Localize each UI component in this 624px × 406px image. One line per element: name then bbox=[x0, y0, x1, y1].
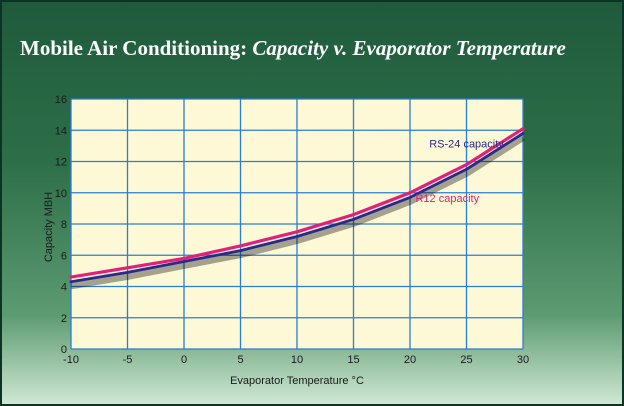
series-line-rs24 bbox=[69, 132, 525, 284]
series-shadow bbox=[70, 134, 525, 290]
x-tick-label: 0 bbox=[181, 354, 187, 366]
chart-title: Mobile Air Conditioning: Capacity v. Eva… bbox=[20, 36, 566, 61]
x-tick-label: 15 bbox=[347, 354, 359, 366]
series-lines bbox=[69, 127, 525, 290]
y-tick-label: 8 bbox=[61, 219, 67, 231]
y-tick-label: 14 bbox=[55, 125, 67, 137]
grid bbox=[70, 98, 524, 350]
x-axis-label: Evaporator Temperature °C bbox=[230, 375, 364, 387]
x-tick-label: 20 bbox=[404, 354, 416, 366]
series-labels: RS-24 capacity R12 capacity bbox=[415, 138, 504, 205]
x-tick-labels: -10 -5 0 5 10 15 20 25 30 bbox=[63, 354, 529, 366]
y-tick-label: 4 bbox=[61, 282, 67, 294]
chart-title-main: Mobile Air Conditioning: bbox=[20, 36, 248, 60]
series-label-r12: R12 capacity bbox=[415, 193, 479, 205]
x-tick-label: 10 bbox=[291, 354, 303, 366]
y-axis-label: Capacity MBH bbox=[43, 192, 55, 262]
y-tick-label: 12 bbox=[55, 157, 67, 169]
y-tick-label: 0 bbox=[61, 344, 67, 356]
y-tick-label: 16 bbox=[55, 94, 67, 106]
series-line-r12 bbox=[69, 127, 525, 279]
x-tick-label: -10 bbox=[63, 354, 79, 366]
x-tick-label: 30 bbox=[517, 354, 529, 366]
x-tick-label: -5 bbox=[123, 354, 133, 366]
y-tick-label: 2 bbox=[61, 313, 67, 325]
x-tick-label: 5 bbox=[237, 354, 243, 366]
series-label-rs24: RS-24 capacity bbox=[429, 138, 504, 150]
chart-title-sub: Capacity v. Evaporator Temperature bbox=[252, 36, 566, 60]
y-tick-labels: 0 2 4 6 8 10 12 14 16 bbox=[55, 94, 67, 356]
y-tick-label: 6 bbox=[61, 250, 67, 262]
y-tick-label: 10 bbox=[55, 188, 67, 200]
x-tick-label: 25 bbox=[460, 354, 472, 366]
